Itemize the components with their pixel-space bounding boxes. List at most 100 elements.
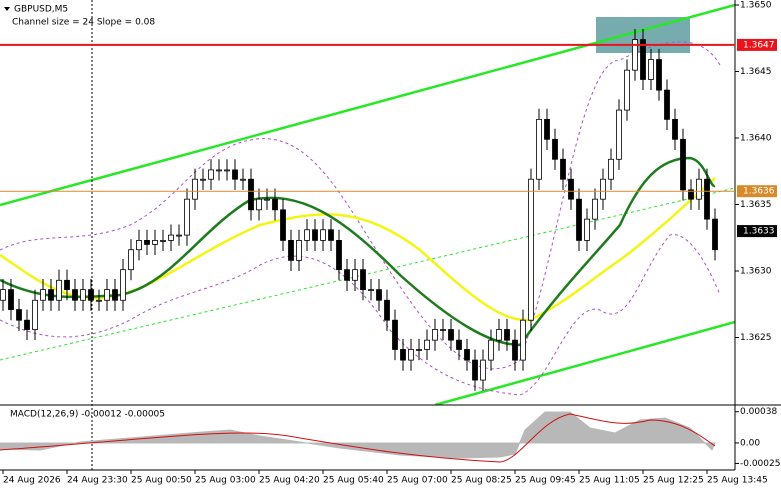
candle-body (504, 329, 510, 341)
candle-body (624, 69, 630, 111)
candle-body (8, 289, 14, 310)
candle-body (64, 279, 70, 291)
x-tick-label: 25 Aug 00:50 (131, 476, 192, 486)
candle-body (152, 240, 158, 245)
candle-body (256, 198, 262, 211)
candle-body (48, 289, 54, 301)
macd-signal (0, 413, 716, 463)
candle-body (576, 198, 582, 241)
candle-body (464, 349, 470, 361)
x-tick-label: 25 Aug 04:20 (259, 476, 320, 486)
candle-body (320, 229, 326, 241)
candle-body (184, 198, 190, 236)
level-tag (737, 185, 777, 198)
candle-body (296, 240, 302, 261)
candle-body (112, 289, 118, 301)
candle-body (80, 289, 86, 301)
candle-body (696, 178, 702, 200)
candle-body (304, 229, 310, 241)
level-label: 1.3636 (743, 187, 775, 197)
candle-body (176, 234, 182, 237)
x-tick-label: 25 Aug 13:45 (707, 476, 768, 486)
candle-body (200, 178, 206, 181)
x-tick-label: 25 Aug 05:40 (323, 476, 384, 486)
chart-title: GBPUSD,M5 (14, 5, 68, 15)
candle-body (40, 289, 46, 301)
candle-body (56, 279, 62, 301)
candle-body (248, 178, 254, 211)
candle-body (688, 189, 694, 200)
x-tick-label: 25 Aug 03:00 (195, 476, 256, 486)
candle-body (408, 349, 414, 361)
chart-subtitle: Channel size = 24 Slope = 0.08 (12, 18, 155, 28)
candle-body (592, 198, 598, 220)
candle-body (672, 118, 678, 140)
candle-body (328, 229, 334, 241)
candle-body (536, 118, 542, 180)
candle-body (384, 299, 390, 321)
menu-arrow[interactable] (4, 7, 10, 11)
candle-body (272, 198, 278, 211)
candle-body (704, 178, 710, 220)
candle-body (360, 269, 366, 291)
price-label: 1.3633 (743, 227, 775, 237)
y-tick-label: 1.3630 (740, 267, 772, 277)
candle-body (144, 240, 150, 245)
y-tick-label: 1.3625 (740, 333, 772, 343)
candle-body (712, 218, 718, 251)
candle-body (552, 138, 558, 160)
candle-body (648, 59, 654, 80)
candle-body (528, 178, 534, 321)
candle-body (520, 319, 526, 361)
candle-body (392, 319, 398, 350)
level-tag (737, 38, 777, 51)
candle-body (368, 289, 374, 292)
candle-body (88, 289, 94, 301)
x-tick-label: 25 Aug 11:05 (579, 476, 640, 486)
level-label: 1.3647 (743, 40, 775, 50)
candle-body (544, 118, 550, 140)
candle-body (496, 329, 502, 341)
candle-body (616, 109, 622, 160)
candle-body (680, 138, 686, 191)
candle-body (104, 289, 110, 301)
candle-body (448, 329, 454, 341)
y-tick-label: 1.3635 (740, 200, 772, 210)
candle-body (512, 339, 518, 361)
candle-body (480, 359, 486, 381)
candle-body (432, 329, 438, 341)
macd-panel (0, 411, 716, 463)
candle-body (280, 209, 286, 241)
candle-body (440, 329, 446, 331)
candle-body (72, 289, 78, 301)
candle-body (456, 339, 462, 350)
candle-body (264, 198, 270, 201)
candle-body (560, 158, 566, 180)
candle-body (160, 240, 166, 242)
candle-body (584, 218, 590, 241)
candle-body (16, 309, 22, 321)
x-tick-label: 24 Aug 23:30 (67, 476, 128, 486)
candles (0, 28, 718, 391)
candle-body (240, 178, 246, 181)
candle-body (96, 299, 102, 302)
candle-body (352, 269, 358, 281)
macd-tick-label: 0.00038 (740, 407, 777, 417)
x-tick-label: 25 Aug 08:25 (451, 476, 512, 486)
ma-slow (0, 177, 716, 322)
candle-body (632, 39, 638, 71)
band-lower (0, 234, 721, 396)
x-tick-label: 25 Aug 09:45 (515, 476, 576, 486)
candle-body (128, 249, 134, 271)
indicators (0, 3, 735, 405)
candle-body (424, 339, 430, 350)
candle-body (600, 178, 606, 200)
candle-body (208, 169, 214, 180)
y-tick-label: 1.3640 (740, 134, 772, 144)
candle-body (312, 229, 318, 241)
y-tick-label: 1.3650 (740, 1, 772, 11)
candle-body (336, 240, 342, 271)
x-tick-label: 24 Aug 2026 (3, 476, 61, 486)
channel-lower (434, 320, 735, 405)
